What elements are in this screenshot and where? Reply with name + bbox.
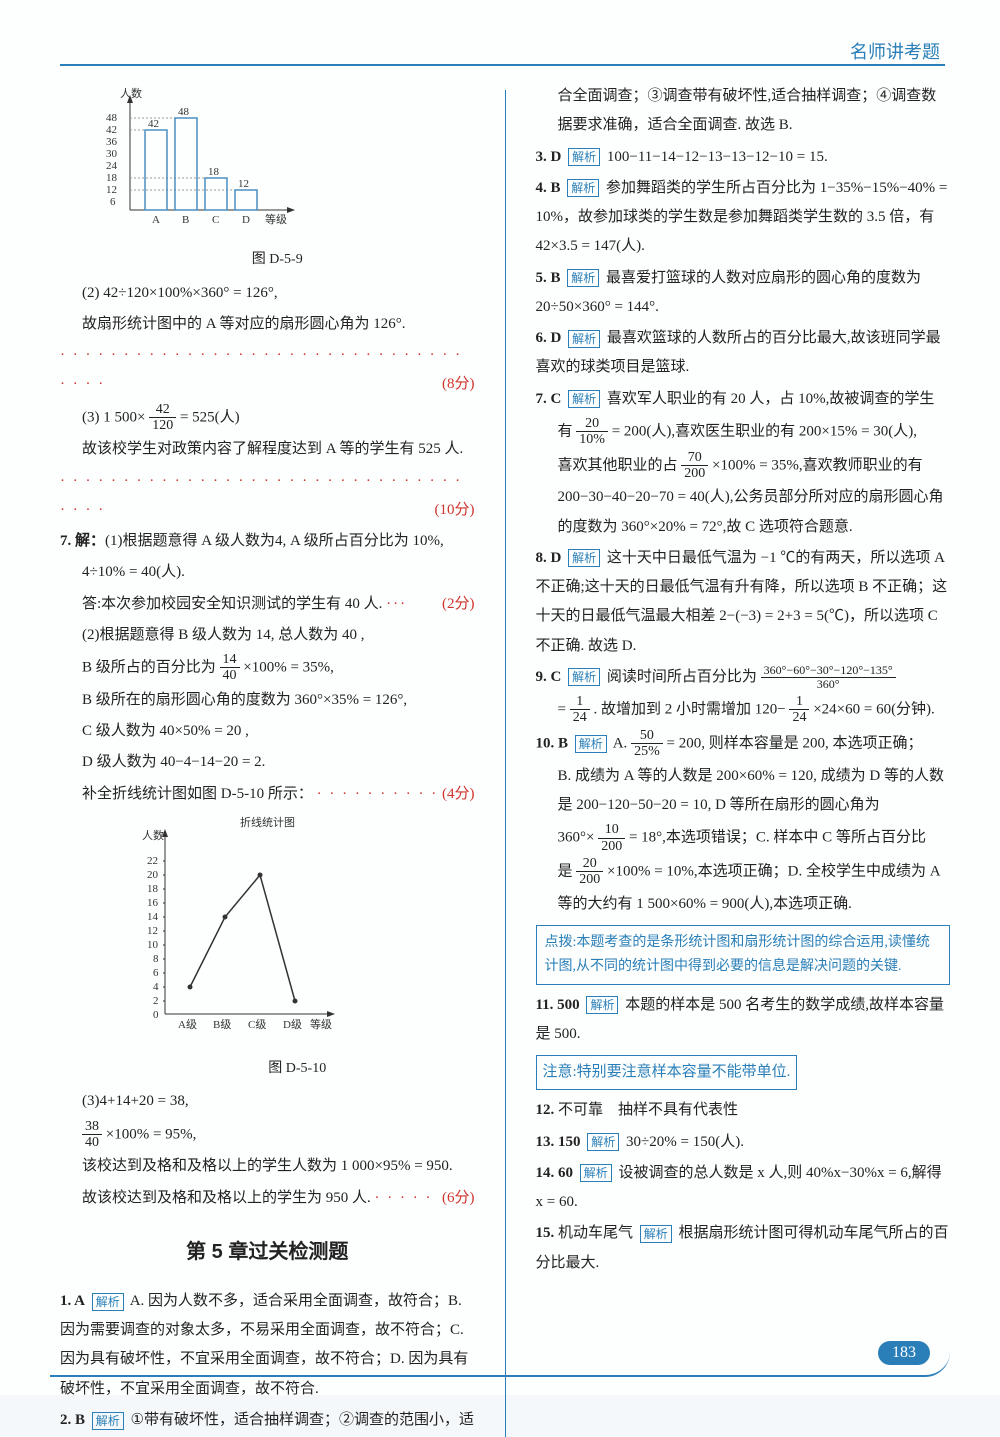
svg-text:折线统计图: 折线统计图 xyxy=(240,815,295,829)
line-chart-caption: 图 D-5-10 xyxy=(120,1055,475,1082)
header-title: 名师讲考题 xyxy=(850,38,940,64)
svg-text:6: 6 xyxy=(153,967,159,979)
svg-text:36: 36 xyxy=(106,136,118,148)
svg-text:人数: 人数 xyxy=(142,829,164,842)
svg-text:24: 24 xyxy=(106,160,118,172)
score-8: (8分) xyxy=(442,370,475,399)
svg-text:4: 4 xyxy=(153,981,159,993)
svg-text:20: 20 xyxy=(147,869,159,881)
jiexi-tag: 解析 xyxy=(92,1293,124,1311)
sol6-p3: (3) 1 500× 42120 = 525(人) xyxy=(60,402,475,434)
r-q3: 3. D 解析 100−11−14−12−13−13−12−10 = 15. xyxy=(536,143,951,172)
sol6-conclusion: 故扇形统计图中的 A 等对应的扇形圆心角为 126°. xyxy=(60,310,475,339)
left-column: 人数 6 12 18 24 30 36 42 48 xyxy=(60,80,475,1437)
page: 名师讲考题 人数 6 12 18 24 30 xyxy=(0,0,1000,1395)
q7: 7. 解：(1)根据题意得 A 级人数为4, A 级所占百分比为 10%, xyxy=(60,527,475,556)
r-q10: 10. B 解析 A. 5025% = 200, 则样本容量是 200, 本选项… xyxy=(536,728,951,760)
note-inline: 注意:特别要注意样本容量不能带单位. xyxy=(536,1055,798,1090)
svg-text:等级: 等级 xyxy=(265,212,287,226)
svg-text:2: 2 xyxy=(153,995,159,1007)
header-rule xyxy=(60,64,945,66)
sol6-p3c: 故该校学生对政策内容了解程度达到 A 等的学生有 525 人. xyxy=(60,435,475,464)
q2: 2. B 解析 ①带有破坏性，适合抽样调查；②调查的范围小，适 xyxy=(60,1406,475,1435)
sol6-calc: (2) 42÷120×100%×360° = 126°, xyxy=(60,279,475,308)
svg-text:22: 22 xyxy=(147,855,158,867)
svg-text:B: B xyxy=(182,214,189,226)
footer-curve xyxy=(50,1352,950,1377)
svg-text:0: 0 xyxy=(153,1009,159,1021)
q1: 1. A 解析 A. 因为人数不多，适合采用全面调查，故符合；B. 因为需要调查… xyxy=(60,1287,475,1404)
r-q9: 9. C 解析 阅读时间所占百分比为 360°−60°−30°−120°−135… xyxy=(536,663,951,692)
r-q13: 13. 150 解析 30÷20% = 150(人). xyxy=(536,1128,951,1157)
svg-text:8: 8 xyxy=(153,953,159,965)
svg-text:48: 48 xyxy=(106,112,118,124)
svg-text:C: C xyxy=(212,214,219,226)
svg-text:12: 12 xyxy=(106,184,117,196)
svg-text:A: A xyxy=(152,214,160,226)
r-q6: 6. D 解析 最喜欢篮球的人数所占的百分比最大,故该班同学最喜欢的球类项目是篮… xyxy=(536,324,951,383)
r-q14: 14. 60 解析 设被调查的总人数是 x 人,则 40%x−30%x = 6,… xyxy=(536,1159,951,1218)
r-q5: 5. B 解析 最喜爱打篮球的人数对应扇形的圆心角的度数为 20÷50×360°… xyxy=(536,264,951,323)
bar-chart-d59: 人数 6 12 18 24 30 36 42 48 xyxy=(80,85,475,274)
svg-text:6: 6 xyxy=(110,196,116,208)
svg-text:18: 18 xyxy=(106,172,118,184)
svg-text:10: 10 xyxy=(147,939,159,951)
r-q11: 11. 500 解析 本题的样本是 500 名考生的数学成绩,故样本容量是 50… xyxy=(536,991,951,1050)
r-q15: 15. 机动车尾气 解析 根据扇形统计图可得机动车尾气所占的百分比最大. xyxy=(536,1219,951,1278)
bar-chart-caption: 图 D-5-9 xyxy=(80,246,475,273)
svg-text:A级: A级 xyxy=(178,1018,197,1031)
svg-text:48: 48 xyxy=(178,106,190,118)
svg-text:等级: 等级 xyxy=(310,1017,332,1031)
r-q4: 4. B 解析 参加舞蹈类的学生所占百分比为 1−35%−15%−40% = 1… xyxy=(536,174,951,262)
svg-text:18: 18 xyxy=(147,883,159,895)
r-q7: 7. C 解析 喜欢军人职业的有 20 人，占 10%,故被调查的学生 xyxy=(536,385,951,414)
line-chart-svg: 折线统计图 人数 0 2 4 6 8 10 12 14 16 18 xyxy=(120,814,350,1044)
svg-text:30: 30 xyxy=(106,148,118,160)
svg-text:18: 18 xyxy=(208,166,220,178)
score-10: (10分) xyxy=(435,496,475,525)
svg-text:16: 16 xyxy=(147,897,159,909)
svg-text:C级: C级 xyxy=(248,1018,266,1031)
r-q8: 8. D 解析 这十天中日最低气温为 −1 ℃的有两天，所以选项 A 不正确;这… xyxy=(536,544,951,661)
note-box-1: 点拨:本题考查的是条形统计图和扇形统计图的综合运用,读懂统计图,从不同的统计图中… xyxy=(536,925,951,985)
r-q12: 12. 不可靠 抽样不具有代表性 xyxy=(536,1096,951,1125)
svg-text:D级: D级 xyxy=(283,1018,302,1031)
svg-text:42: 42 xyxy=(106,124,117,136)
svg-text:B级: B级 xyxy=(213,1018,231,1031)
svg-text:D: D xyxy=(242,214,250,226)
svg-text:12: 12 xyxy=(238,178,249,190)
svg-text:42: 42 xyxy=(148,118,159,130)
bar-chart-svg: 人数 6 12 18 24 30 36 42 48 xyxy=(80,85,310,235)
line-chart-d510: 折线统计图 人数 0 2 4 6 8 10 12 14 16 18 xyxy=(120,814,475,1083)
svg-text:14: 14 xyxy=(147,911,159,923)
right-column: 合全面调查；③调查带有破坏性,适合抽样调查；④调查数据要求准确，适合全面调查. … xyxy=(536,80,951,1437)
column-divider xyxy=(505,90,506,1437)
content-columns: 人数 6 12 18 24 30 36 42 48 xyxy=(60,30,950,1437)
svg-text:12: 12 xyxy=(147,925,158,937)
chapter-title: 第 5 章过关检测题 xyxy=(60,1233,475,1272)
